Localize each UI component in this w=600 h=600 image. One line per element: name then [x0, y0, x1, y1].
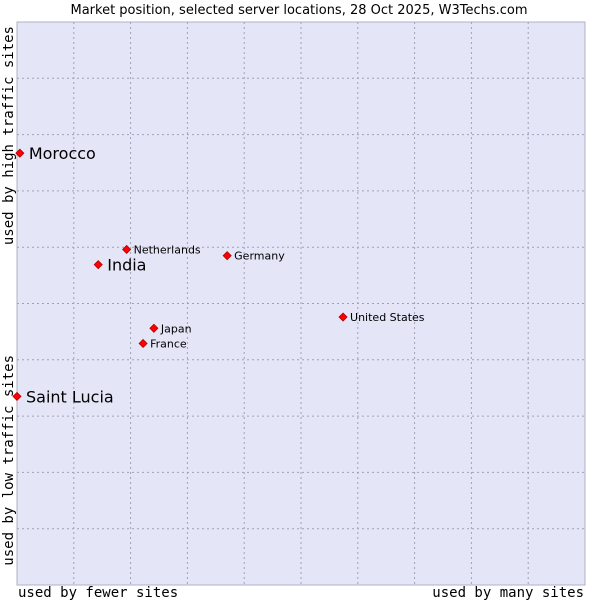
x-axis-label-high: used by many sites — [432, 585, 584, 600]
point-marker-japan — [149, 323, 159, 333]
point-label-morocco: Morocco — [29, 144, 96, 163]
grid-lines — [17, 22, 585, 585]
y-axis-label-high: used by high traffic sites — [1, 26, 17, 245]
point-marker-india — [93, 260, 103, 270]
chart-title: Market position, selected server locatio… — [70, 3, 527, 18]
point-label-germany: Germany — [234, 250, 285, 263]
point-marker-united-states — [338, 312, 348, 322]
point-marker-netherlands — [122, 244, 132, 255]
y-axis-label-low: used by low traffic sites — [1, 355, 17, 566]
point-marker-saint-lucia — [12, 391, 22, 401]
data-points: Morocco Netherlands Germany India United Sta… — [12, 144, 425, 406]
point-marker-germany — [222, 251, 232, 261]
point-label-india: India — [107, 256, 146, 275]
point-label-saint-lucia: Saint Lucia — [26, 387, 114, 406]
point-label-netherlands: Netherlands — [134, 243, 201, 256]
point-marker-morocco — [15, 148, 25, 158]
point-label-japan: Japan — [160, 322, 192, 335]
point-label-united-states: United States — [350, 311, 425, 324]
point-marker-france — [138, 338, 148, 349]
point-label-france: France — [150, 337, 187, 350]
x-axis-label-low: used by fewer sites — [18, 585, 178, 600]
